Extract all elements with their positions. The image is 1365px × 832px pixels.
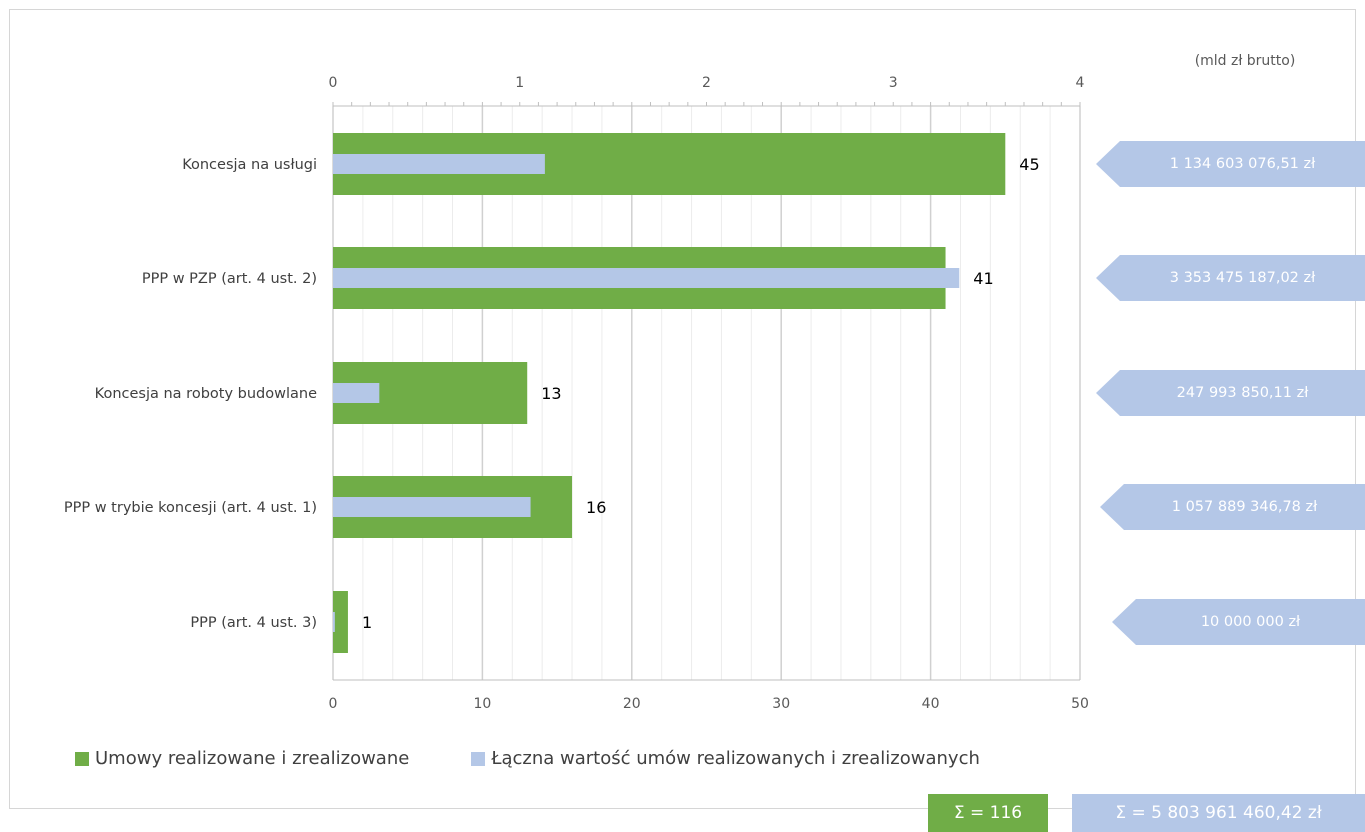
top-tick-label: 0 [329,75,338,91]
bottom-tick-label: 40 [922,696,940,712]
total-value-box: Σ = 5 803 961 460,42 zł [1072,794,1365,832]
value-callout: 1 134 603 076,51 zł [1096,141,1365,187]
top-tick-label: 3 [889,75,898,91]
total-value: Σ = 5 803 961 460,42 zł [1115,803,1322,823]
value-bar [333,497,531,517]
bottom-tick-label: 10 [473,696,491,712]
count-data-label: 16 [586,498,606,517]
total-count: Σ = 116 [953,803,1023,823]
count-data-label: 1 [362,613,372,632]
category-label: Koncesja na usługi [182,157,317,173]
legend-item-count: Umowy realizowane i zrealizowane [75,748,409,769]
count-data-label: 13 [541,384,561,403]
value-bar [333,154,545,174]
value-callout-text: 3 353 475 187,02 zł [1169,270,1316,286]
bottom-tick-label: 0 [329,696,338,712]
bottom-tick-label: 30 [772,696,790,712]
value-callout-text: 10 000 000 zł [1200,614,1301,630]
legend: Umowy realizowane i zrealizowane Łączna … [75,748,1042,769]
legend-swatch-blue [471,751,486,766]
bottom-tick-label: 20 [623,696,641,712]
value-callout: 247 993 850,11 zł [1096,370,1365,416]
legend-label-value: Łączna wartość umów realizowanych i zrea… [491,748,980,769]
total-count-box: Σ = 116 [928,794,1048,832]
legend-item-value: Łączna wartość umów realizowanych i zrea… [471,748,980,769]
value-callout: 10 000 000 zł [1112,599,1365,645]
legend-swatch-green [75,751,89,766]
value-callout-text: 1 134 603 076,51 zł [1169,156,1316,172]
value-callout: 1 057 889 346,78 zł [1100,484,1365,530]
bottom-tick-label: 50 [1071,696,1089,712]
count-data-label: 41 [973,269,993,288]
top-tick-label: 2 [702,75,711,91]
top-tick-label: 4 [1076,75,1085,91]
category-label: Koncesja na roboty budowlane [95,386,317,402]
value-callout-text: 1 057 889 346,78 zł [1171,499,1318,515]
value-bar [333,383,380,403]
legend-label-count: Umowy realizowane i zrealizowane [95,748,410,769]
value-callout-text: 247 993 850,11 zł [1176,385,1309,401]
count-data-label: 45 [1019,155,1039,174]
value-callout: 3 353 475 187,02 zł [1096,255,1365,301]
value-bar [333,612,335,632]
category-label: PPP w PZP (art. 4 ust. 2) [142,271,317,287]
top-axis-unit-label: (mld zł brutto) [1195,53,1296,69]
value-bar [333,268,960,288]
top-tick-label: 1 [515,75,524,91]
category-label: PPP w trybie koncesji (art. 4 ust. 1) [64,500,317,516]
category-label: PPP (art. 4 ust. 3) [190,615,317,631]
count-bar [333,591,348,653]
